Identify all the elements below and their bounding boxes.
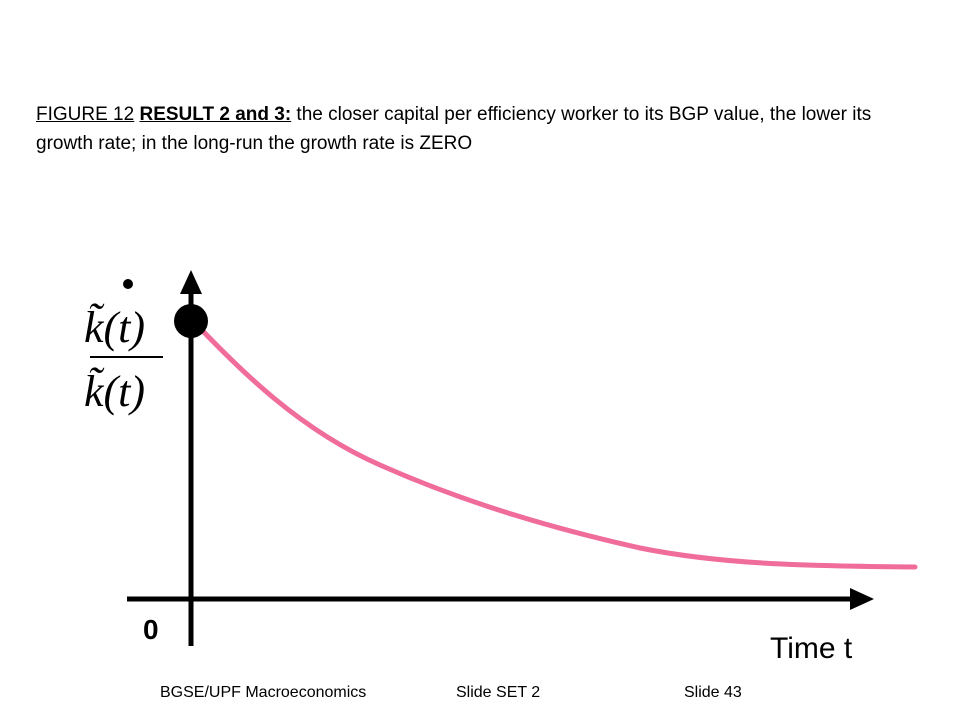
x-axis-label: Time t	[770, 632, 853, 665]
y-label-denominator: k̃(t)	[84, 367, 145, 416]
figure-label: FIGURE 12	[36, 104, 135, 125]
time-derivative-dot	[123, 279, 133, 289]
result-label: RESULT 2 and 3:	[139, 104, 292, 125]
y-label-numerator: k̃(t)	[84, 303, 145, 352]
footer-slide-set: Slide SET 2	[456, 684, 541, 701]
growth-rate-curve	[194, 322, 918, 570]
caption-text: the closer capital per efficiency worker…	[36, 104, 872, 154]
footer-slide-number: Slide 43	[684, 684, 742, 701]
y-axis-label: k̃(t) k̃(t)	[84, 279, 163, 416]
y-axis-arrow	[180, 270, 202, 294]
x-axis-arrow	[850, 588, 874, 610]
footer-course: BGSE/UPF Macroeconomics	[160, 684, 367, 701]
initial-point-marker	[174, 304, 208, 338]
figure-caption: FIGURE 12 RESULT 2 and 3: the closer cap…	[36, 100, 916, 158]
origin-label: 0	[143, 614, 159, 645]
